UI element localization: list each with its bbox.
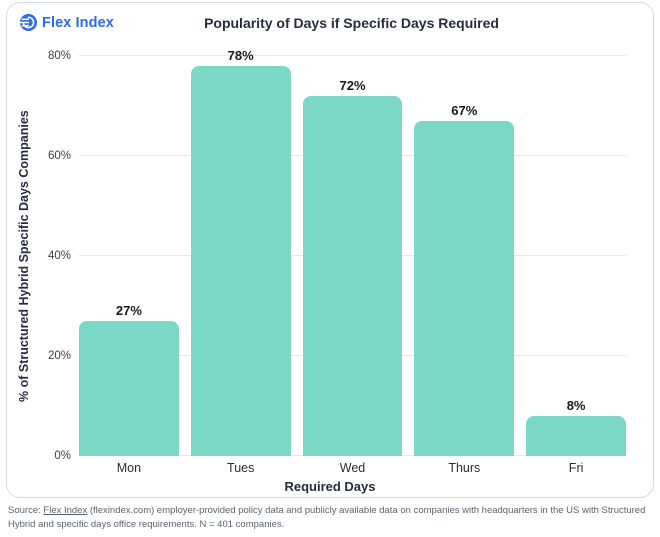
x-tick-label: Thurs (448, 461, 481, 475)
x-axis-title: Required Days (284, 479, 376, 494)
bar-thurs (414, 121, 515, 456)
source-note: Source: Flex Index (flexindex.com) emplo… (8, 504, 660, 531)
bar-value-label: 67% (451, 103, 478, 118)
bar-value-label: 8% (566, 398, 586, 413)
source-link[interactable]: Flex Index (43, 505, 88, 516)
x-tick-label: Fri (568, 461, 584, 475)
chart-title: Popularity of Days if Specific Days Requ… (204, 15, 499, 31)
bar-mon (79, 321, 179, 456)
x-tick-label: Wed (339, 461, 366, 475)
y-tick-label: 20% (47, 350, 71, 362)
plot-area: 27% 78% 72% 67% 8% (79, 48, 626, 456)
source-suffix: (flexindex.com) employer-provided policy… (8, 505, 646, 530)
source-prefix: Source: (8, 505, 44, 516)
bar-fri (526, 416, 626, 456)
x-axis-tick-labels: Mon Tues Wed Thurs Fri (79, 461, 626, 477)
chart-card: Flex Index Popularity of Days if Specifi… (6, 2, 654, 498)
y-tick-label: 60% (47, 150, 71, 162)
gridline (79, 55, 626, 56)
logo-text: Flex Index (42, 14, 114, 31)
bar-tues (190, 66, 291, 456)
bar-value-label: 78% (227, 48, 254, 63)
y-axis-tick-labels: 0% 20% 40% 60% 80% (7, 50, 71, 462)
bar-value-label: 27% (115, 303, 142, 318)
y-tick-label: 0% (54, 450, 71, 462)
x-tick-label: Tues (227, 461, 255, 475)
logo: Flex Index (18, 13, 114, 32)
x-tick-label: Mon (116, 461, 142, 475)
bar-wed (302, 96, 403, 456)
bar-value-label: 72% (339, 78, 366, 93)
y-tick-label: 80% (47, 50, 71, 62)
y-tick-label: 40% (47, 250, 71, 262)
flex-index-logo-icon (18, 13, 37, 32)
